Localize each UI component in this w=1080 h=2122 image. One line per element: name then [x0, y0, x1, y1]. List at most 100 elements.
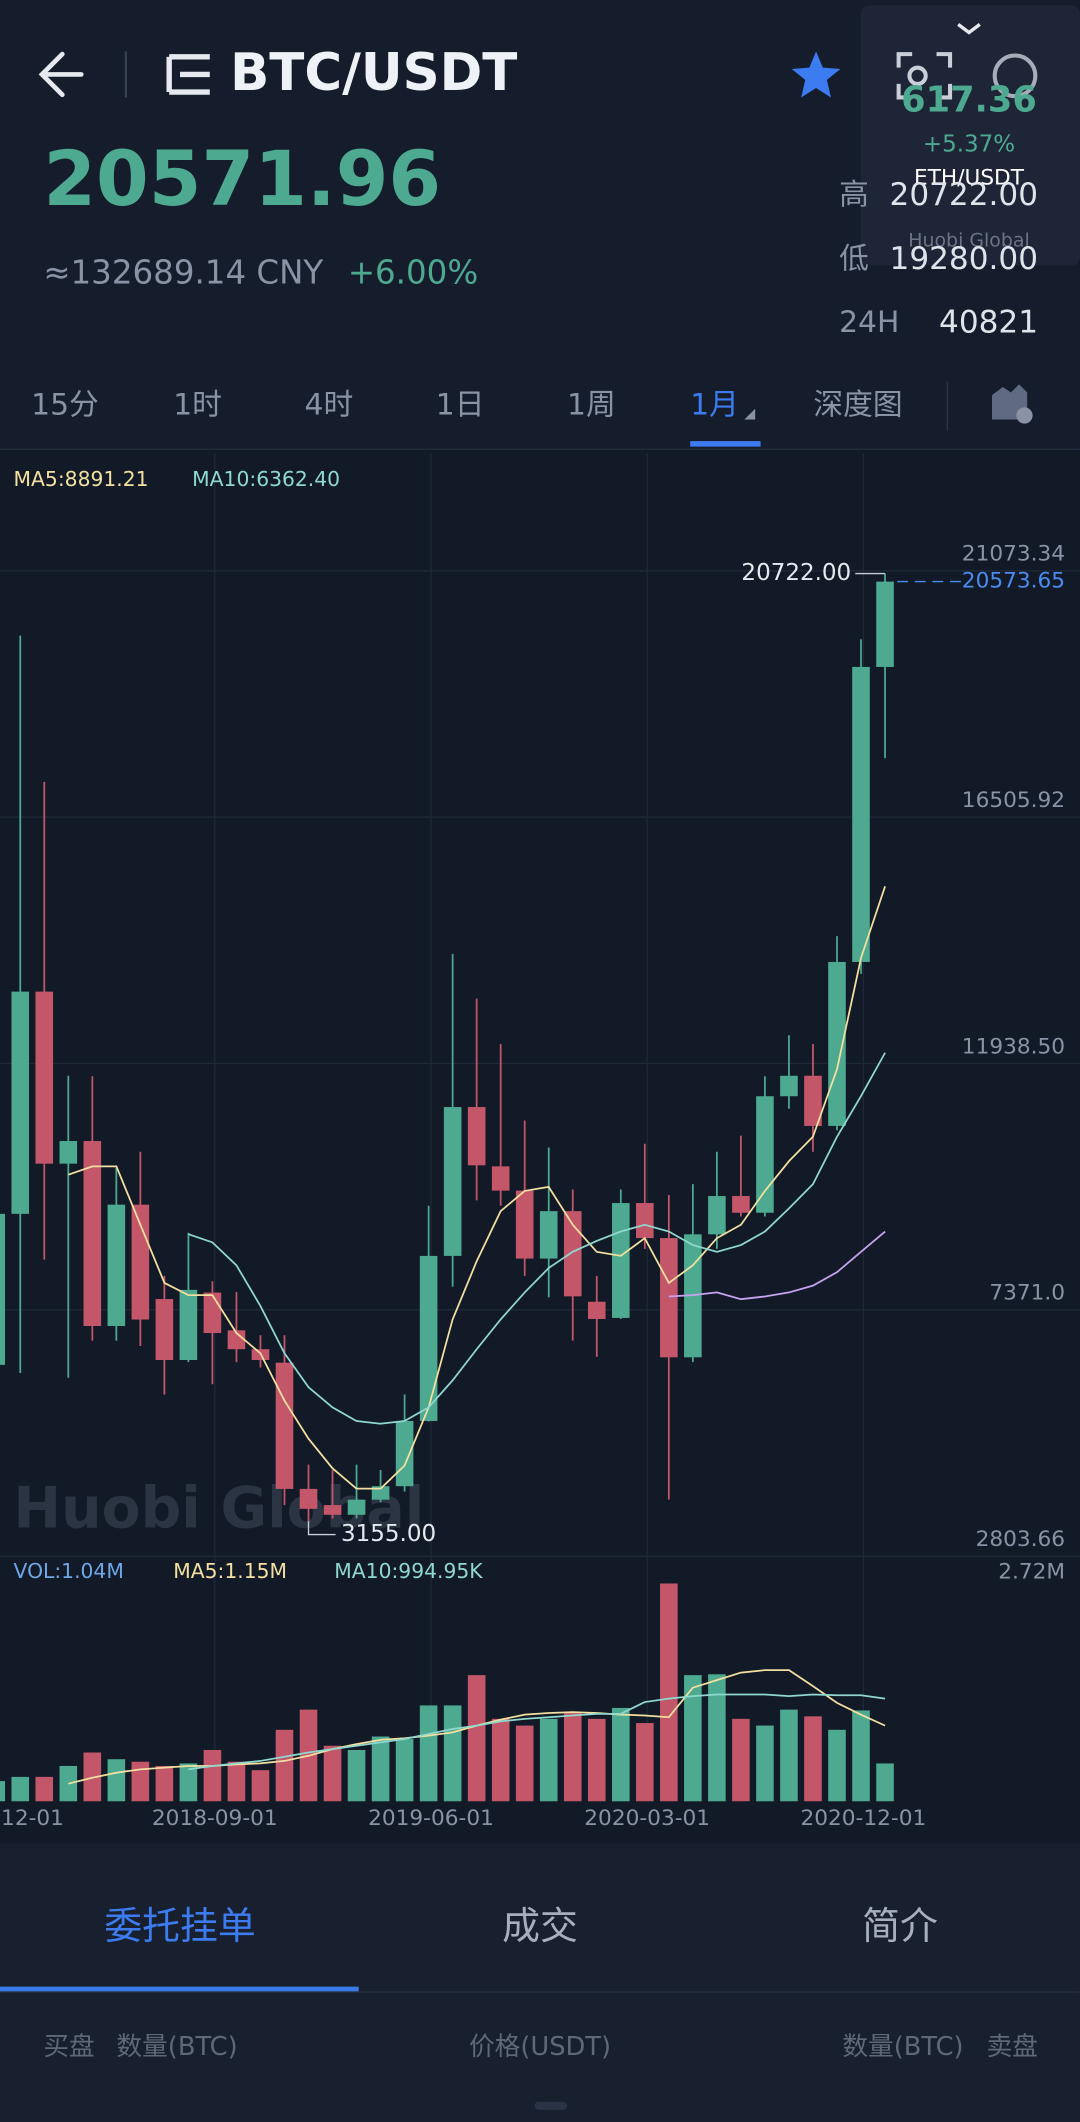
period-tab[interactable]: 深度图: [813, 387, 902, 422]
stat-value: 20722.00: [890, 177, 1038, 213]
ma-line: [188, 1052, 886, 1425]
volume-bar: [587, 1718, 606, 1802]
candle-body: [732, 1196, 750, 1213]
volume-bar: [491, 1718, 510, 1802]
period-tab[interactable]: 1月: [690, 387, 739, 422]
volume-bar: [227, 1761, 246, 1802]
candle-body: [59, 1141, 78, 1164]
x-tick-label: 12-01: [1, 1806, 64, 1831]
candle-body: [804, 1075, 822, 1126]
favorite-star[interactable]: [791, 51, 841, 98]
dropdown-triangle: [744, 408, 756, 420]
stat-label: 低: [839, 241, 869, 276]
candle-body: [563, 1211, 582, 1297]
candle-body: [179, 1289, 198, 1360]
volume-bar: [756, 1725, 774, 1802]
menu-button[interactable]: [166, 54, 210, 95]
orderbook-header: 卖盘: [987, 2032, 1038, 2062]
candle-body: [347, 1499, 366, 1515]
ma-line: [188, 1693, 886, 1771]
settings-icon[interactable]: [1016, 407, 1033, 424]
floating-widget[interactable]: [860, 5, 1080, 266]
widget-change: +5.37%: [923, 131, 1015, 157]
volume-bar: [852, 1710, 870, 1802]
candle-body: [515, 1190, 534, 1259]
volume-bar: [419, 1705, 438, 1802]
scan-icon-dot: [907, 65, 928, 86]
ma-line: [68, 886, 886, 1490]
candle-body: [636, 1203, 654, 1239]
candle-body: [0, 1213, 6, 1365]
y-tick-label: 2803.66: [976, 1527, 1066, 1552]
chart-bg: [0, 449, 1080, 1844]
candle-body: [756, 1096, 774, 1213]
period-tab[interactable]: 1周: [567, 387, 616, 422]
candle-body: [11, 991, 30, 1214]
bottom-tab[interactable]: 委托挂单: [104, 1904, 256, 1948]
candle-body: [539, 1211, 558, 1259]
candle-body: [419, 1255, 438, 1421]
candle-body: [660, 1238, 678, 1358]
volume-bar: [539, 1718, 558, 1802]
candle-body: [467, 1107, 486, 1166]
volume-bar: [804, 1716, 822, 1802]
candle-body: [227, 1330, 246, 1350]
y-tick-label: 11938.50: [962, 1034, 1065, 1059]
stat-label: 高: [839, 178, 869, 213]
high-label: 20722.00: [741, 560, 851, 586]
candle-body: [780, 1075, 798, 1097]
volume-bar: [563, 1712, 582, 1802]
candle-body: [491, 1166, 510, 1191]
volume-bar: [780, 1709, 798, 1802]
volume-bar: [179, 1763, 198, 1802]
volume-bar: [35, 1776, 54, 1802]
back-button[interactable]: [38, 51, 84, 98]
cny-price: ≈132689.14 CNY: [43, 254, 323, 292]
widget-brand: Huobi Global: [908, 229, 1030, 251]
candle-body: [828, 961, 846, 1126]
period-tab[interactable]: 1日: [436, 387, 485, 422]
volume-bar: [323, 1745, 342, 1802]
volume-bar: [876, 1763, 894, 1802]
volume-bar: [732, 1718, 750, 1802]
share-icon[interactable]: [992, 53, 1038, 99]
orderbook-header: 买盘: [43, 2032, 94, 2062]
volume-bar: [660, 1583, 678, 1802]
legend-entry: MA10:6362.40: [192, 467, 340, 491]
volume-bar: [515, 1725, 534, 1802]
period-tab[interactable]: 4时: [305, 387, 354, 422]
volume-bar: [59, 1765, 78, 1802]
candle-body: [708, 1196, 726, 1235]
change: +6.00%: [348, 254, 478, 292]
x-tick-label: 2019-06-01: [368, 1806, 494, 1831]
candle-body: [876, 581, 894, 667]
volume-bar: [107, 1759, 126, 1802]
stat-label: 24H: [839, 305, 899, 340]
x-tick-label: 2020-03-01: [584, 1806, 710, 1831]
volume-bar: [251, 1770, 270, 1802]
volume-bar: [11, 1776, 30, 1802]
collapse-icon[interactable]: [957, 23, 981, 35]
candle-body: [35, 991, 54, 1164]
candle-body: [299, 1488, 318, 1509]
volume-bar: [611, 1707, 630, 1802]
scan-icon[interactable]: [896, 52, 953, 100]
volume-bar: [443, 1705, 462, 1802]
bottom-tab[interactable]: 成交: [502, 1904, 578, 1948]
bottom-tab[interactable]: 简介: [862, 1904, 938, 1948]
volume-bar: [828, 1729, 846, 1802]
volume-bar: [203, 1749, 222, 1802]
candle-body: [323, 1505, 342, 1515]
bottom-bg: [0, 1843, 1080, 2122]
candle-body: [131, 1204, 150, 1320]
y-tick-label: 21073.34: [962, 542, 1065, 567]
period-tab[interactable]: 1时: [173, 387, 222, 422]
y-tick-label: 7371.0: [989, 1281, 1065, 1306]
volume-bar: [347, 1749, 366, 1802]
volume-bar: [684, 1675, 702, 1802]
candle-body: [155, 1299, 174, 1360]
period-tab[interactable]: 15分: [31, 387, 99, 422]
stat-value: 40821: [939, 304, 1038, 340]
